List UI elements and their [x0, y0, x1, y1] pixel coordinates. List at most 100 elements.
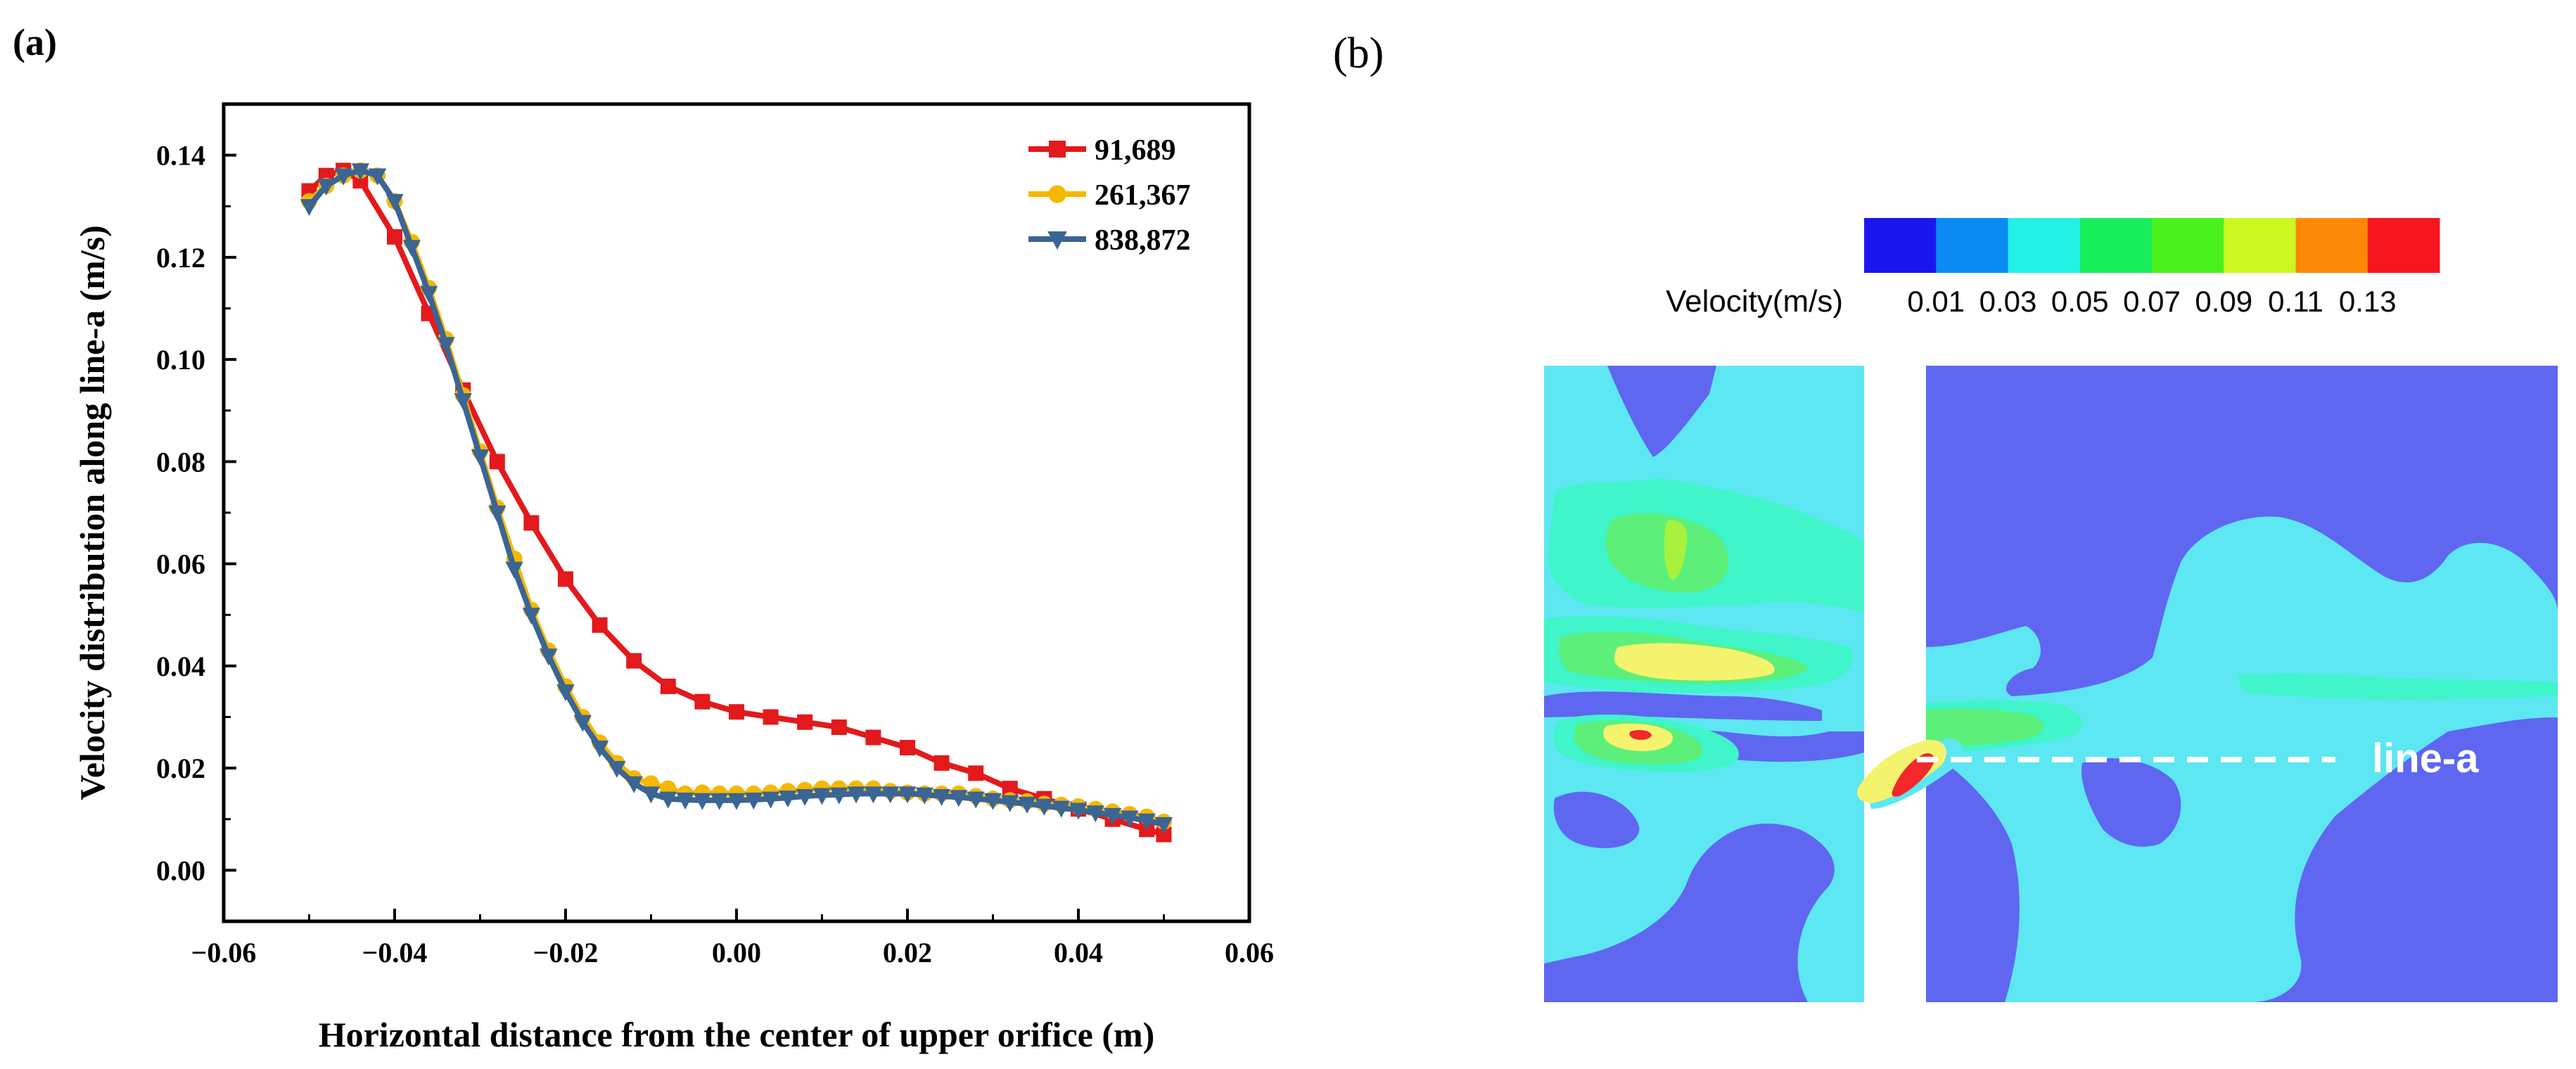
- data-point: [779, 790, 797, 808]
- data-point: [642, 786, 661, 804]
- colorbar-swatch: [2152, 218, 2224, 273]
- contour-low-pocket: [1553, 791, 1640, 848]
- data-point: [387, 229, 402, 245]
- colorbar-tick-label: 0.11: [2268, 285, 2323, 318]
- colorbar: Velocity(m/s) 0.01 0.03 0.05 0.07 0.09 0.11 0.…: [1666, 218, 2440, 319]
- y-axis: 0.00 0.02 0.04 0.06 0.08 0.10 0.12 0.14: [156, 103, 236, 923]
- data-point: [761, 791, 780, 809]
- data-point: [831, 719, 847, 736]
- data-point: [556, 684, 575, 702]
- data-point: [797, 714, 813, 730]
- colorbar-swatch: [2008, 218, 2081, 273]
- series-line: [307, 167, 1165, 825]
- series-838872: [300, 163, 1173, 834]
- contour-low-band-2: [1544, 691, 1822, 721]
- x-tick-label: 0.06: [1225, 937, 1274, 968]
- series-261367: [300, 162, 1173, 830]
- data-point: [1121, 810, 1139, 828]
- y-axis-title: Velocity distribution along line-a (m/s): [72, 225, 112, 800]
- x-tick-label: 0.00: [712, 937, 761, 968]
- y-tick-label: 0.12: [156, 242, 205, 274]
- legend-item: 261,367: [1028, 179, 1191, 212]
- data-point: [659, 791, 677, 809]
- data-point: [437, 337, 455, 354]
- data-point: [1137, 813, 1156, 831]
- data-point: [1052, 800, 1071, 818]
- data-point: [625, 776, 643, 793]
- data-point: [933, 755, 950, 771]
- x-tick-label: 0.02: [883, 937, 932, 968]
- colorbar-tick-label: 0.13: [2339, 285, 2397, 318]
- data-point: [1018, 796, 1036, 814]
- colorbar-tick-label: 0.05: [2051, 285, 2109, 318]
- y-tick-label: 0.02: [156, 753, 205, 784]
- data-point: [1086, 805, 1104, 823]
- data-point: [950, 790, 968, 807]
- data-point: [369, 168, 387, 186]
- data-point: [522, 608, 541, 625]
- data-point: [694, 693, 710, 710]
- data-point: [1002, 781, 1018, 797]
- legend-item: 838,872: [1028, 224, 1191, 257]
- colorbar-swatch: [2367, 218, 2440, 273]
- data-point: [763, 709, 779, 725]
- data-point: [540, 648, 558, 666]
- colorbar-swatch: [2079, 218, 2153, 273]
- data-point: [676, 793, 694, 810]
- data-point: [471, 449, 490, 467]
- data-point: [915, 787, 933, 805]
- data-point: [385, 193, 404, 211]
- data-point: [489, 454, 505, 470]
- data-point: [300, 199, 319, 217]
- y-tick-label: 0.04: [156, 651, 205, 682]
- data-point: [865, 729, 881, 745]
- data-point: [744, 793, 763, 810]
- data-point: [932, 788, 951, 806]
- data-point: [881, 786, 900, 804]
- data-point: [968, 765, 984, 781]
- data-point: [317, 179, 336, 196]
- series-line: [307, 167, 1165, 838]
- series-line: [307, 167, 1165, 827]
- orifice-jet: [1857, 738, 1963, 809]
- legend: 91,689 261,367 838,872: [1028, 134, 1191, 257]
- data-point: [488, 505, 506, 523]
- contour-region-3-right: [1926, 708, 2043, 746]
- data-point: [898, 786, 917, 804]
- data-point: [983, 793, 1002, 810]
- contour-region-7-lower: [1629, 729, 1652, 741]
- colorbar-tick-label: 0.03: [1979, 285, 2037, 318]
- data-point: [402, 240, 421, 257]
- data-point: [592, 617, 608, 633]
- data-point: [351, 163, 370, 181]
- data-point: [523, 515, 540, 531]
- y-tick-label: 0.14: [156, 140, 205, 172]
- data-point: [796, 788, 814, 806]
- contour-region-4-upper: [1664, 520, 1688, 580]
- data-point: [454, 393, 472, 411]
- contour-top-notch: [1607, 366, 1716, 457]
- data-point: [1048, 185, 1066, 203]
- data-point: [900, 740, 915, 756]
- data-point: [812, 788, 831, 805]
- data-point: [1103, 807, 1122, 825]
- y-tick-label: 0.06: [156, 549, 205, 580]
- legend-label: 91,689: [1095, 134, 1176, 167]
- x-tick-label: 0.04: [1054, 937, 1103, 968]
- legend-item: 91,689: [1028, 134, 1176, 167]
- legend-label: 261,367: [1095, 179, 1191, 212]
- data-point: [693, 793, 712, 810]
- data-point: [505, 561, 523, 579]
- data-point: [864, 786, 883, 804]
- panel-a-label: (a): [13, 21, 57, 63]
- data-point: [1156, 826, 1172, 843]
- y-tick-label: 0.00: [156, 854, 205, 886]
- data-point: [558, 571, 573, 587]
- data-point: [1154, 817, 1173, 834]
- data-point: [830, 787, 848, 805]
- series-91689: [301, 162, 1172, 843]
- colorbar-tick-label: 0.01: [1907, 285, 1965, 318]
- x-tick-label: −0.04: [362, 937, 428, 968]
- data-point: [626, 653, 642, 669]
- series-layer: [300, 162, 1173, 843]
